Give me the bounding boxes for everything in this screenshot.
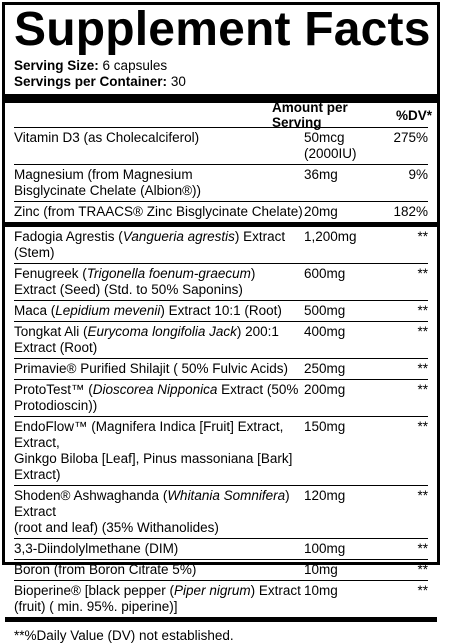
table-row: 3,3-Diindolylmethane (DIM) 100mg ** xyxy=(14,538,428,559)
supplement-facts-panel: Supplement Facts Serving Size: 6 capsule… xyxy=(2,2,440,643)
table-row: Primavie® Purified Shilajit ( 50% Fulvic… xyxy=(14,358,428,379)
table-row: ProtoTest™ (Dioscorea Nipponica Extract … xyxy=(14,379,428,416)
table-row: Bioperine® [black pepper (Piper nigrum) … xyxy=(14,580,428,617)
table-row: Tongkat Ali (Eurycoma longifolia Jack) 2… xyxy=(14,321,428,358)
table-row: Vitamin D3 (as Cholecalciferol) 50mcg (2… xyxy=(14,127,428,164)
table-row: Magnesium (from Magnesium Bisglycinate Ch… xyxy=(14,164,428,201)
footnote: **%Daily Value (DV) not established. xyxy=(14,628,234,643)
table-row: Shoden® Ashwaghanda (Whitania Somnifera)… xyxy=(14,485,428,538)
dv-header: %DV* xyxy=(396,107,433,123)
table-row: EndoFlow™ (Magnifera Indica [Fruit] Extr… xyxy=(14,416,428,485)
table-row: Maca (Lepidium mevenii) Extract 10:1 (Ro… xyxy=(14,300,428,321)
table-row: Zinc (from TRAACS® Zinc Bisglycinate Che… xyxy=(14,201,428,222)
divider-thick xyxy=(5,94,437,103)
column-header: Amount per Serving %DV* xyxy=(14,100,432,130)
serving-size: Serving Size: 6 capsules xyxy=(14,58,168,73)
servings-per-container: Servings per Container: 30 xyxy=(14,74,186,89)
table-row: Fenugreek (Trigonella foenum-graecum) Ext… xyxy=(14,263,428,300)
table-row: Boron (from Boron Citrate 5%) 10mg ** xyxy=(14,559,428,580)
amount-header: Amount per Serving xyxy=(272,100,348,130)
panel-title: Supplement Facts xyxy=(14,3,431,56)
table-row: Fadogia Agrestis (Vangueria agrestis) Ex… xyxy=(5,222,437,263)
